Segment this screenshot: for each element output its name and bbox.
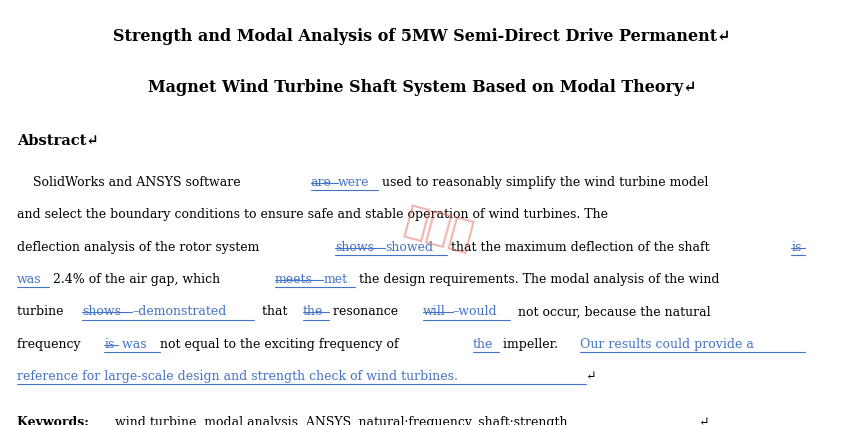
Text: Abstract↵: Abstract↵ (17, 134, 99, 148)
Text: are: are (311, 176, 332, 189)
Text: that the maximum deflection of the shaft: that the maximum deflection of the shaft (447, 241, 714, 254)
Text: meets: meets (274, 273, 312, 286)
Text: Magnet Wind Turbine Shaft System Based on Modal Theory↵: Magnet Wind Turbine Shaft System Based o… (148, 79, 696, 96)
Text: is: is (791, 241, 802, 254)
Text: was: was (17, 273, 41, 286)
Text: will: will (423, 306, 446, 318)
Text: reference for large-scale design and strength check of wind turbines.: reference for large-scale design and str… (17, 370, 457, 383)
Text: Strength and Modal Analysis of 5MW Semi-Direct Drive Permanent↵: Strength and Modal Analysis of 5MW Semi-… (113, 28, 731, 45)
Text: that: that (254, 306, 292, 318)
Text: 2.4% of the air gap, which: 2.4% of the air gap, which (49, 273, 224, 286)
Text: Our results could provide a: Our results could provide a (581, 338, 755, 351)
Text: SolidWorks and ANSYS software: SolidWorks and ANSYS software (17, 176, 245, 189)
Text: and select the boundary conditions to ensure safe and stable operation of wind t: and select the boundary conditions to en… (17, 208, 608, 221)
Text: were: were (338, 176, 369, 189)
Text: impeller.: impeller. (499, 338, 562, 351)
Text: was: was (117, 338, 150, 351)
Text: the design requirements. The modal analysis of the wind: the design requirements. The modal analy… (354, 273, 719, 286)
Text: –would: –would (452, 306, 497, 318)
Text: shows: shows (82, 306, 121, 318)
Text: is: is (104, 338, 115, 351)
Text: not equal to the exciting frequency of: not equal to the exciting frequency of (160, 338, 403, 351)
Text: used to reasonably simplify the wind turbine model: used to reasonably simplify the wind tur… (378, 176, 709, 189)
Text: –demonstrated: –demonstrated (133, 306, 227, 318)
Text: not occur, because the natural: not occur, because the natural (510, 306, 711, 318)
Text: ↵: ↵ (699, 416, 710, 425)
Text: ↵: ↵ (586, 370, 596, 383)
Text: frequency: frequency (17, 338, 84, 351)
Text: wind turbine, modal analysis, ANSYS, natural·frequency, shaft·strength: wind turbine, modal analysis, ANSYS, nat… (116, 416, 568, 425)
Text: turbine: turbine (17, 306, 68, 318)
Text: met: met (323, 273, 348, 286)
Text: Keywords:: Keywords: (17, 416, 93, 425)
Text: resonance: resonance (329, 306, 402, 318)
Text: deflection analysis of the rotor system: deflection analysis of the rotor system (17, 241, 263, 254)
Text: showed: showed (385, 241, 433, 254)
Text: the: the (302, 306, 323, 318)
Text: shows: shows (335, 241, 374, 254)
Text: 筑塔人: 筑塔人 (400, 202, 478, 257)
Text: the: the (473, 338, 493, 351)
